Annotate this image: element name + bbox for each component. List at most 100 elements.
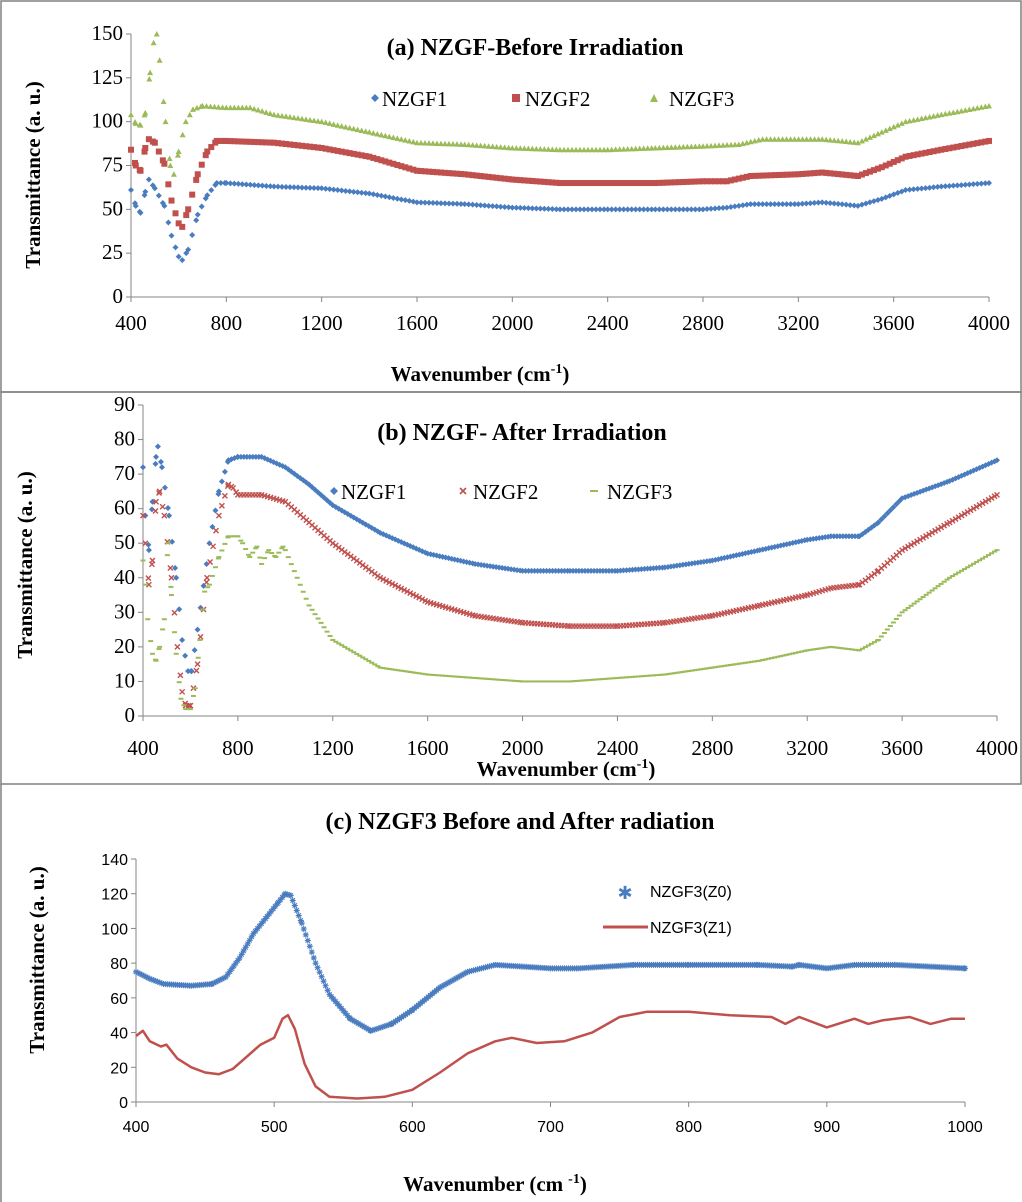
data-point — [203, 103, 210, 109]
data-point — [302, 931, 309, 938]
data-point — [473, 201, 480, 208]
data-point — [676, 144, 683, 150]
chart-panel-a: 0 25 50 75 100 125 150 400 800 1200 1600 2000 2400 28… — [21, 21, 1010, 386]
data-point — [438, 200, 444, 207]
chart-title: (b) NZGF- After Irradiation — [377, 420, 667, 446]
data-point — [172, 210, 179, 217]
data-point — [326, 146, 333, 153]
data-point — [881, 513, 888, 520]
data-point — [477, 142, 484, 149]
data-point — [322, 119, 329, 126]
data-point — [259, 139, 266, 146]
data-point — [264, 913, 271, 920]
data-point — [137, 122, 144, 128]
data-point — [377, 574, 384, 581]
data-point — [497, 203, 504, 210]
data-point — [154, 978, 161, 985]
data-point — [316, 969, 323, 976]
data-point — [783, 171, 790, 178]
data-point — [493, 174, 500, 181]
data-point — [326, 120, 333, 126]
data-point — [791, 201, 798, 208]
data-point — [485, 202, 492, 209]
data-point — [652, 206, 659, 213]
data-point — [974, 180, 981, 187]
data-point — [593, 146, 599, 153]
data-point — [954, 182, 961, 189]
data-point — [252, 928, 259, 935]
data-point — [723, 178, 730, 185]
data-point — [620, 206, 627, 213]
data-point — [208, 187, 215, 194]
data-point — [320, 978, 327, 985]
data-series — [133, 890, 968, 1034]
data-point — [668, 144, 675, 150]
data-point — [847, 172, 854, 179]
data-point — [422, 168, 428, 175]
data-point — [434, 169, 440, 176]
data-point — [279, 183, 285, 190]
data-point — [866, 168, 873, 175]
data-point — [166, 155, 173, 161]
data-point — [898, 120, 905, 126]
data-point — [922, 149, 929, 156]
data-point — [406, 197, 413, 204]
data-point — [450, 141, 456, 147]
data-point — [152, 460, 159, 467]
data-point — [938, 183, 945, 190]
data-point — [684, 206, 691, 213]
data-point — [858, 137, 865, 144]
data-point — [477, 173, 484, 180]
data-point — [755, 172, 762, 179]
data-point — [355, 1020, 362, 1027]
x-axis-label: Wavenumber (cm-1) — [477, 757, 656, 781]
data-point — [890, 158, 897, 165]
data-point — [454, 200, 460, 207]
data-point — [902, 545, 909, 552]
legend-label: NZGF3 — [607, 480, 672, 504]
legend-label: NZGF2 — [473, 480, 538, 504]
data-point — [189, 191, 196, 198]
data-point — [823, 169, 830, 176]
data-point — [175, 220, 182, 227]
data-point — [402, 137, 409, 143]
data-point — [914, 185, 921, 192]
data-point — [982, 498, 989, 505]
data-point — [743, 201, 750, 208]
data-point — [185, 206, 192, 213]
data-point — [154, 443, 161, 450]
data-point — [612, 146, 619, 152]
data-point — [648, 180, 655, 187]
data-point — [604, 206, 611, 213]
data-point — [135, 969, 141, 976]
data-point — [795, 201, 802, 208]
legend-entry: NZGF1 — [330, 480, 406, 504]
data-point — [271, 139, 277, 146]
data-point — [223, 104, 230, 111]
data-point — [227, 104, 234, 111]
x-tick-label: 3600 — [881, 736, 923, 760]
data-point — [935, 526, 942, 533]
data-point — [318, 973, 325, 980]
data-point — [413, 593, 420, 600]
data-point — [326, 186, 333, 193]
data-point — [386, 133, 393, 140]
data-point — [858, 171, 865, 178]
data-point — [315, 118, 321, 124]
data-point — [354, 189, 361, 196]
data-point — [140, 464, 146, 471]
data-point — [723, 204, 730, 211]
y-tick-label: 125 — [92, 65, 124, 89]
data-point — [346, 188, 353, 195]
data-point — [275, 140, 281, 147]
data-point — [152, 978, 159, 985]
data-point — [854, 139, 861, 146]
data-point — [970, 181, 977, 188]
x-tick-label: 1200 — [301, 311, 343, 335]
data-point — [250, 930, 257, 937]
data-point — [390, 134, 397, 140]
x-tick-label: 2400 — [596, 736, 638, 760]
x-tick-label: 400 — [127, 736, 159, 760]
data-point — [188, 668, 195, 675]
data-point — [307, 116, 313, 123]
